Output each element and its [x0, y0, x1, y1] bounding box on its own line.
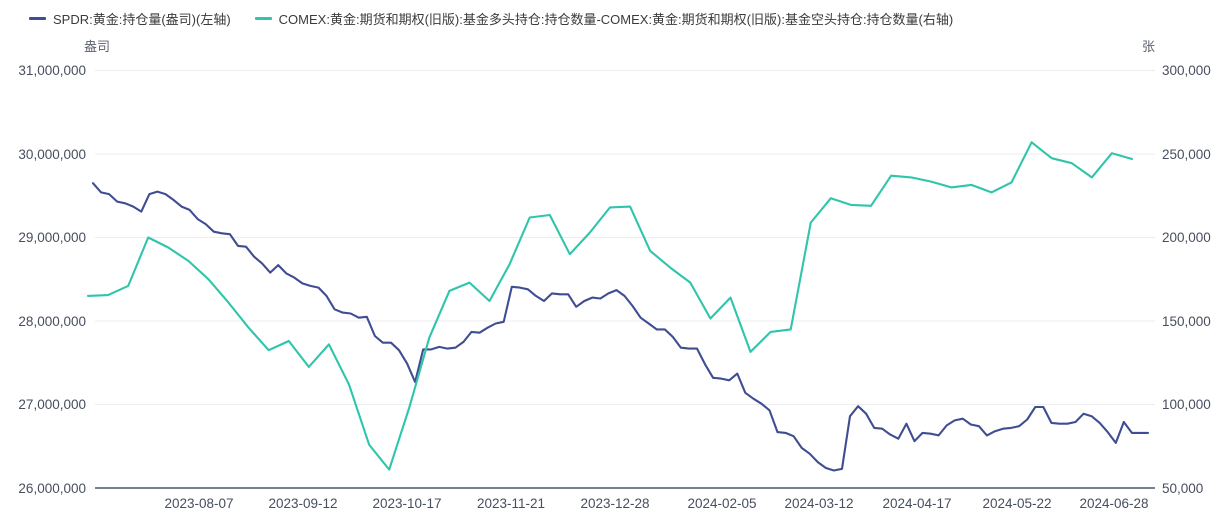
left-axis-tick-label: 28,000,000: [18, 313, 86, 329]
legend-item-comex[interactable]: COMEX:黄金:期货和期权(旧版):基金多头持仓:持仓数量-COMEX:黄金:…: [254, 9, 954, 28]
spdr-holdings-line[interactable]: [91, 182, 1150, 472]
legend-label-spdr: SPDR:黄金:持仓量(盎司)(左轴): [53, 12, 231, 27]
x-axis-tick-label: 2024-03-12: [784, 496, 854, 511]
legend-line-marker-spdr: [29, 17, 46, 20]
comex-net-position-line[interactable]: [86, 141, 1134, 471]
right-axis-unit-label: 张: [1142, 39, 1156, 54]
legend-line-marker-comex: [254, 17, 272, 20]
x-axis-tick-label: 2024-05-22: [982, 496, 1052, 511]
chart-legend: SPDR:黄金:持仓量(盎司)(左轴) COMEX:黄金:期货和期权(旧版):基…: [29, 9, 953, 28]
x-axis-tick-label: 2024-04-17: [882, 496, 952, 511]
left-axis-tick-label: 30,000,000: [18, 146, 86, 162]
legend-item-spdr[interactable]: SPDR:黄金:持仓量(盎司)(左轴): [29, 9, 231, 28]
x-axis-tick-label: 2023-10-17: [372, 496, 442, 511]
x-axis-tick-label: 2023-11-21: [476, 496, 546, 511]
x-axis-tick-label: 2024-02-05: [687, 496, 757, 511]
right-axis-tick-label: 250,000: [1162, 146, 1211, 162]
x-axis-tick-label: 2023-12-28: [580, 496, 650, 511]
left-axis-tick-label: 29,000,000: [18, 230, 86, 245]
x-axis-tick-label: 2023-08-07: [164, 496, 234, 511]
left-axis-tick-label: 27,000,000: [18, 397, 86, 412]
legend-label-comex: COMEX:黄金:期货和期权(旧版):基金多头持仓:持仓数量-COMEX:黄金:…: [278, 12, 954, 27]
right-axis-tick-label: 300,000: [1162, 63, 1211, 78]
left-axis-tick-label: 26,000,000: [18, 480, 86, 496]
left-axis-unit-label: 盎司: [84, 39, 111, 54]
right-axis-tick-label: 200,000: [1162, 230, 1211, 245]
right-axis-tick-label: 150,000: [1162, 313, 1211, 329]
right-axis-tick-label: 50,000: [1162, 480, 1204, 496]
x-axis-tick-label: 2023-09-12: [268, 496, 338, 511]
left-axis-tick-label: 31,000,000: [18, 63, 86, 78]
right-axis-tick-label: 100,000: [1162, 397, 1211, 412]
x-axis-tick-label: 2024-06-28: [1079, 496, 1149, 511]
